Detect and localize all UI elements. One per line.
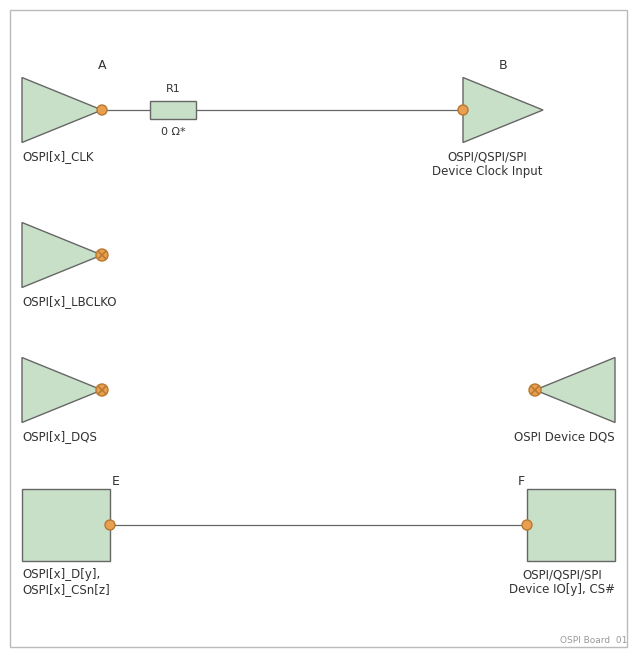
Text: OSPI[x]_CLK: OSPI[x]_CLK: [22, 150, 94, 163]
Text: R1: R1: [166, 84, 180, 94]
Text: 0 Ω*: 0 Ω*: [161, 127, 185, 137]
Polygon shape: [463, 78, 543, 143]
Circle shape: [522, 520, 532, 530]
Polygon shape: [535, 357, 615, 422]
Bar: [150, 101, 196, 119]
Text: OSPI Board  01: OSPI Board 01: [560, 636, 627, 645]
Text: OSPI/QSPI/SPI
Device Clock Input: OSPI/QSPI/SPI Device Clock Input: [433, 150, 543, 178]
Text: OSPI Device DQS: OSPI Device DQS: [514, 430, 615, 443]
Circle shape: [529, 384, 541, 396]
Text: OSPI/QSPI/SPI
Device IO[y], CS#: OSPI/QSPI/SPI Device IO[y], CS#: [509, 568, 615, 596]
Bar: [527, 489, 615, 561]
Circle shape: [458, 105, 468, 115]
Bar: [22, 489, 110, 561]
Text: F: F: [518, 475, 525, 488]
Text: OSPI[x]_DQS: OSPI[x]_DQS: [22, 430, 97, 443]
Polygon shape: [22, 78, 102, 143]
Circle shape: [96, 384, 108, 396]
Circle shape: [97, 105, 107, 115]
Text: OSPI[x]_LBCLKO: OSPI[x]_LBCLKO: [22, 295, 117, 308]
Polygon shape: [22, 223, 102, 288]
Circle shape: [96, 249, 108, 261]
Text: A: A: [97, 59, 106, 72]
Circle shape: [105, 520, 115, 530]
Polygon shape: [22, 357, 102, 422]
Text: OSPI[x]_D[y],
OSPI[x]_CSn[z]: OSPI[x]_D[y], OSPI[x]_CSn[z]: [22, 568, 110, 596]
Text: E: E: [112, 475, 120, 488]
Text: B: B: [499, 59, 507, 72]
